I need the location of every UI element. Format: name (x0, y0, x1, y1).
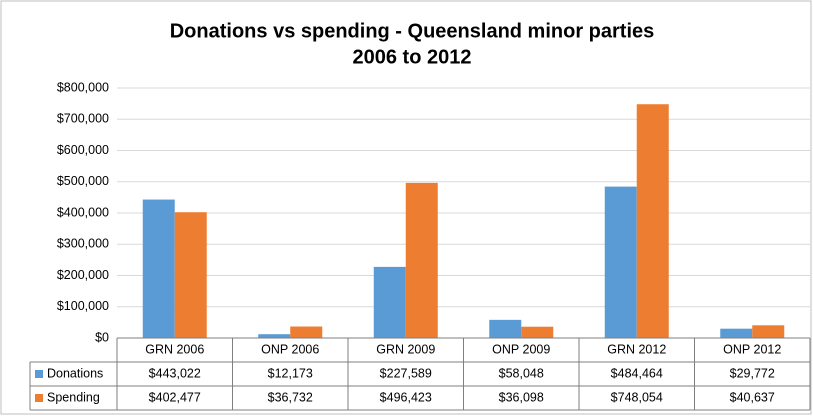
legend-swatch (35, 370, 43, 378)
x-tick-label: GRN 2012 (607, 342, 666, 356)
table-value: $227,589 (380, 366, 432, 380)
bar (521, 326, 554, 338)
y-tick-label: $400,000 (57, 205, 109, 219)
bar (636, 104, 669, 338)
chart-title: 2006 to 2012 (353, 46, 472, 68)
table-value: $443,022 (149, 366, 201, 380)
y-tick-label: $500,000 (57, 174, 109, 188)
bar (373, 266, 406, 338)
y-tick-label: $200,000 (57, 268, 109, 282)
table-value: $36,098 (499, 390, 544, 404)
legend-swatch (35, 394, 43, 402)
table-value: $402,477 (149, 390, 201, 404)
bar (142, 199, 175, 338)
x-tick-label: GRN 2006 (145, 342, 204, 356)
y-tick-label: $800,000 (57, 80, 109, 94)
y-tick-label: $300,000 (57, 237, 109, 251)
chart-title: Donations vs spending - Queensland minor… (170, 20, 655, 42)
y-tick-label: $600,000 (57, 143, 109, 157)
y-tick-label: $700,000 (57, 112, 109, 126)
table-value: $58,048 (499, 366, 544, 380)
x-tick-label: ONP 2006 (261, 342, 319, 356)
x-tick-label: GRN 2009 (376, 342, 435, 356)
table-value: $484,464 (611, 366, 663, 380)
bar (752, 325, 785, 338)
table-value: $748,054 (611, 390, 663, 404)
table-value: $29,772 (730, 366, 775, 380)
table-value: $12,173 (268, 366, 313, 380)
table-value: $40,637 (730, 390, 775, 404)
table-value: $36,732 (268, 390, 313, 404)
bar (174, 212, 207, 338)
legend-label: Spending (47, 390, 100, 404)
x-tick-label: ONP 2009 (492, 342, 550, 356)
bar (604, 186, 637, 338)
x-tick-label: ONP 2012 (723, 342, 781, 356)
y-tick-label: $0 (95, 330, 109, 344)
bar (258, 334, 291, 338)
bar (489, 319, 522, 338)
y-tick-label: $100,000 (57, 299, 109, 313)
bar (290, 326, 323, 338)
bar (405, 182, 438, 338)
table-value: $496,423 (380, 390, 432, 404)
legend-label: Donations (47, 366, 103, 380)
bar (720, 328, 753, 338)
